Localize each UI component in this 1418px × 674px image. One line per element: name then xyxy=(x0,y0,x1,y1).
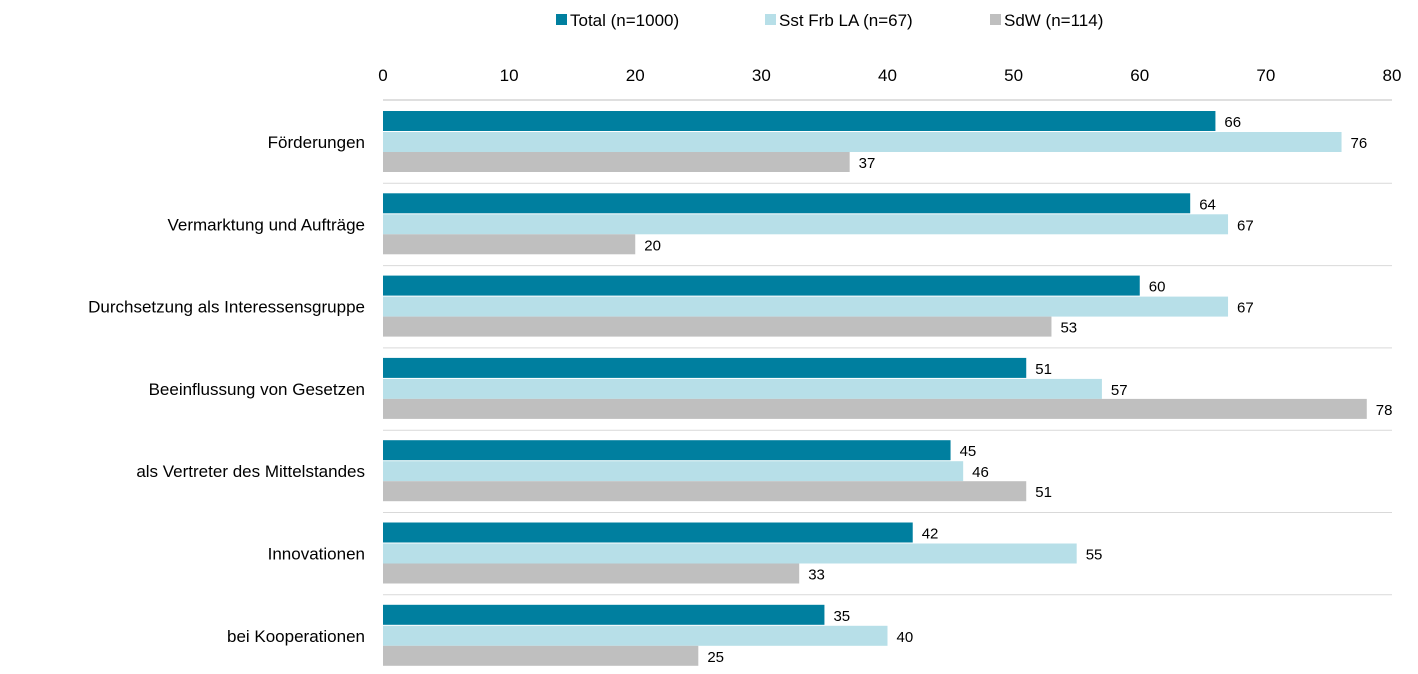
bar xyxy=(383,543,1077,564)
bar xyxy=(383,275,1140,296)
category-label: Durchsetzung als Interessensgruppe xyxy=(88,298,365,317)
bar xyxy=(383,481,1027,502)
data-label: 57 xyxy=(1111,382,1128,399)
bar xyxy=(383,214,1229,235)
x-tick-label: 80 xyxy=(1383,66,1402,85)
category-separators xyxy=(383,182,1392,596)
x-axis: 0 10 20 30 40 50 60 70 80 xyxy=(378,66,1402,101)
x-tick-label: 20 xyxy=(626,66,645,85)
data-label: 51 xyxy=(1035,484,1052,501)
data-label: 45 xyxy=(960,443,977,460)
data-label: 37 xyxy=(859,155,876,172)
data-label: 40 xyxy=(897,629,914,646)
data-label: 20 xyxy=(644,237,661,254)
bar xyxy=(383,461,964,482)
bars xyxy=(383,111,1367,666)
legend: Total (n=1000) Sst Frb LA (n=67) SdW (n=11… xyxy=(556,11,1103,30)
category-label: bei Kooperationen xyxy=(227,627,365,646)
data-labels: 66 76 37 64 67 20 60 67 53 51 57 78 45 46 51 42 55 33 35 40… xyxy=(644,114,1392,666)
x-tick-label: 10 xyxy=(500,66,519,85)
bar xyxy=(383,234,636,255)
x-tick-label: 70 xyxy=(1256,66,1275,85)
legend-label: Total (n=1000) xyxy=(570,11,679,30)
data-label: 66 xyxy=(1224,114,1241,131)
bar xyxy=(383,398,1367,419)
data-label: 60 xyxy=(1149,279,1166,296)
category-label: Vermarktung und Aufträge xyxy=(167,215,365,234)
category-label: als Vertreter des Mittelstandes xyxy=(136,462,365,481)
legend-label: SdW (n=114) xyxy=(1004,11,1103,30)
bar xyxy=(383,440,951,461)
category-label: Förderungen xyxy=(268,133,365,152)
category-label: Innovationen xyxy=(268,545,365,564)
bar xyxy=(383,522,913,543)
data-label: 64 xyxy=(1199,196,1216,213)
bar xyxy=(383,316,1052,337)
data-label: 25 xyxy=(707,649,724,666)
data-label: 33 xyxy=(808,567,825,584)
x-tick-label: 30 xyxy=(752,66,771,85)
bar xyxy=(383,563,800,584)
bar xyxy=(383,132,1342,152)
data-label: 42 xyxy=(922,526,939,543)
data-label: 76 xyxy=(1351,135,1368,152)
data-label: 67 xyxy=(1237,300,1254,317)
bar xyxy=(383,357,1027,378)
data-label: 78 xyxy=(1376,402,1393,419)
data-label: 35 xyxy=(833,608,850,625)
legend-swatch xyxy=(765,14,776,25)
bar xyxy=(383,645,699,666)
bar xyxy=(383,111,1216,131)
data-label: 51 xyxy=(1035,361,1052,378)
x-tick-label: 0 xyxy=(378,66,387,85)
data-label: 67 xyxy=(1237,217,1254,234)
legend-label: Sst Frb LA (n=67) xyxy=(779,11,913,30)
x-tick-label: 40 xyxy=(878,66,897,85)
x-tick-label: 50 xyxy=(1004,66,1023,85)
data-label: 53 xyxy=(1060,320,1077,337)
bar xyxy=(383,378,1102,399)
data-label: 55 xyxy=(1086,547,1103,564)
bar xyxy=(383,296,1229,317)
legend-swatch xyxy=(556,14,567,25)
x-tick-label: 60 xyxy=(1130,66,1149,85)
bar xyxy=(383,152,850,172)
legend-swatch xyxy=(990,14,1001,25)
bar xyxy=(383,193,1191,214)
bar xyxy=(383,625,888,646)
data-label: 46 xyxy=(972,464,989,481)
category-label: Beeinflussung von Gesetzen xyxy=(149,380,365,399)
category-labels: Förderungen Vermarktung und Aufträge Durch… xyxy=(88,133,365,646)
bar xyxy=(383,604,825,625)
